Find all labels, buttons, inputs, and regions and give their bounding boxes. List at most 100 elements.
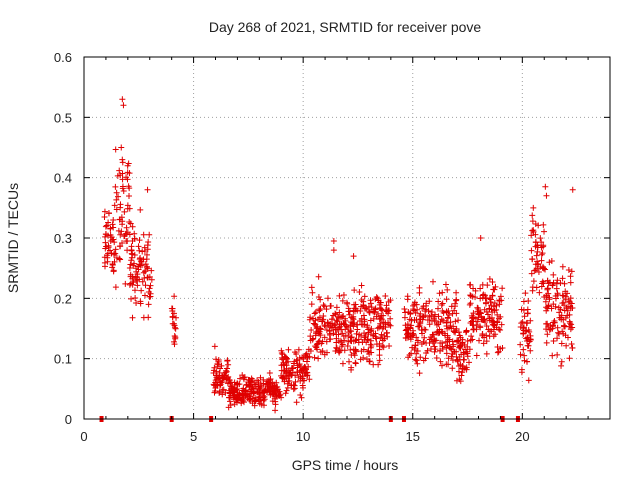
- data-point: [523, 337, 530, 344]
- data-point: [141, 268, 148, 275]
- data-point: [481, 316, 488, 323]
- data-point: [264, 387, 271, 394]
- data-point: [213, 368, 220, 375]
- data-point: [237, 375, 244, 382]
- data-point: [413, 357, 420, 364]
- data-point: [327, 302, 334, 309]
- data-point: [460, 351, 467, 358]
- data-point: [562, 332, 569, 339]
- data-point: [256, 400, 263, 407]
- data-point: [312, 309, 319, 316]
- data-point: [371, 309, 378, 316]
- data-point: [530, 204, 537, 211]
- data-point: [479, 292, 486, 299]
- data-point: [131, 230, 138, 237]
- data-point: [530, 278, 537, 285]
- data-point: [414, 306, 421, 313]
- data-point: [131, 287, 138, 294]
- data-point: [550, 338, 557, 345]
- data-point: [376, 357, 383, 364]
- data-point: [567, 279, 574, 286]
- data-point: [247, 397, 254, 404]
- data-point: [113, 189, 120, 196]
- data-point: [544, 320, 551, 327]
- data-point: [532, 239, 539, 246]
- data-point: [443, 296, 450, 303]
- data-point: [131, 251, 138, 258]
- data-point: [127, 220, 134, 227]
- data-point: [308, 301, 315, 308]
- data-point: [542, 183, 549, 190]
- data-point: [529, 255, 536, 262]
- data-point: [136, 276, 143, 283]
- data-point: [361, 318, 368, 325]
- chart-title: Day 268 of 2021, SRMTID for receiver pov…: [209, 19, 482, 35]
- data-point: [282, 390, 289, 397]
- data-point: [124, 169, 131, 176]
- data-point: [311, 320, 318, 327]
- data-point: [212, 385, 219, 392]
- data-point: [483, 350, 490, 357]
- data-point: [265, 379, 272, 386]
- data-point: [221, 372, 228, 379]
- data-point: [134, 271, 141, 278]
- data-point: [543, 192, 550, 199]
- data-point: [567, 303, 574, 310]
- data-point: [132, 294, 139, 301]
- data-point: [482, 300, 489, 307]
- data-point: [147, 293, 154, 300]
- data-point: [251, 389, 258, 396]
- data-point: [545, 324, 552, 331]
- data-point: [171, 324, 178, 331]
- data-point: [356, 289, 363, 296]
- data-point: [358, 348, 365, 355]
- data-point: [300, 355, 307, 362]
- data-point: [449, 338, 456, 345]
- y-tick-label: 0.2: [54, 291, 72, 306]
- data-point: [315, 316, 322, 323]
- data-point: [320, 302, 327, 309]
- data-point: [145, 288, 152, 295]
- data-point: [429, 308, 436, 315]
- data-point: [294, 368, 301, 375]
- data-point: [436, 347, 443, 354]
- data-point: [424, 347, 431, 354]
- data-point: [467, 292, 474, 299]
- data-point: [483, 332, 490, 339]
- data-point: [335, 331, 342, 338]
- data-point: [566, 355, 573, 362]
- data-point: [250, 390, 257, 397]
- data-point: [562, 288, 569, 295]
- data-point: [373, 313, 380, 320]
- data-point: [260, 389, 267, 396]
- data-point: [323, 349, 330, 356]
- data-point: [358, 321, 365, 328]
- data-point: [429, 278, 436, 285]
- data-point: [302, 351, 309, 358]
- data-point: [466, 359, 473, 366]
- data-point: [470, 285, 477, 292]
- data-point: [348, 334, 355, 341]
- data-point: [234, 381, 241, 388]
- data-point: [229, 384, 236, 391]
- data-point: [444, 315, 451, 322]
- data-point: [107, 247, 113, 254]
- data-point: [373, 335, 380, 342]
- data-point: [312, 330, 319, 337]
- data-point: [315, 355, 322, 362]
- data-point: [432, 311, 439, 318]
- data-point: [537, 235, 544, 242]
- data-point: [170, 338, 177, 345]
- data-point: [561, 307, 568, 314]
- data-point: [110, 224, 117, 231]
- data-point: [417, 310, 424, 317]
- data-point: [408, 317, 415, 324]
- data-point: [117, 231, 124, 238]
- data-point: [381, 332, 388, 339]
- data-point: [252, 394, 259, 401]
- data-point: [413, 334, 420, 341]
- data-point: [444, 332, 451, 339]
- data-point: [283, 362, 290, 369]
- data-point: [117, 204, 124, 211]
- data-point: [264, 384, 271, 391]
